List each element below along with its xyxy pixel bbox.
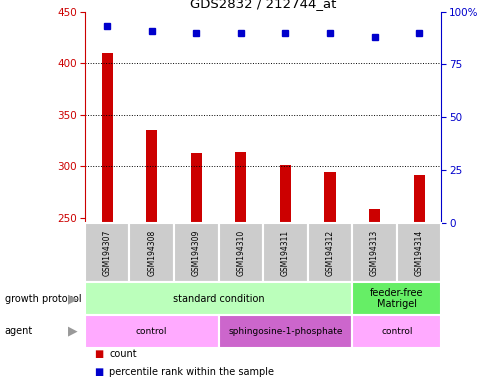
Bar [351,282,440,315]
Text: GSM194310: GSM194310 [236,229,245,276]
Text: agent: agent [5,326,33,336]
Bar [351,315,440,348]
Text: count: count [109,349,136,359]
Bar [235,152,246,223]
Text: GSM194311: GSM194311 [280,229,289,276]
Bar [129,223,174,282]
Text: control: control [136,327,167,336]
Bar [324,172,335,223]
Bar [174,223,218,282]
Bar [101,53,112,223]
Bar [262,223,307,282]
Text: GSM194307: GSM194307 [103,229,111,276]
Text: GSM194308: GSM194308 [147,229,156,276]
Text: GSM194313: GSM194313 [369,229,378,276]
Bar [279,165,290,223]
Bar [85,282,351,315]
Bar [218,315,351,348]
Bar [85,315,218,348]
Bar [146,130,157,223]
Text: sphingosine-1-phosphate: sphingosine-1-phosphate [227,327,342,336]
Bar [368,209,379,223]
Text: ■: ■ [94,367,104,377]
Text: growth protocol: growth protocol [5,293,81,304]
Text: ■: ■ [94,349,104,359]
Bar [396,223,440,282]
Title: GDS2832 / 212744_at: GDS2832 / 212744_at [190,0,335,10]
Bar [190,153,201,223]
Bar [85,223,129,282]
Text: feeder-free
Matrigel: feeder-free Matrigel [369,288,423,310]
Text: ▶: ▶ [68,292,77,305]
Bar [218,223,262,282]
Text: percentile rank within the sample: percentile rank within the sample [109,367,273,377]
Bar [307,223,351,282]
Text: GSM194314: GSM194314 [414,229,423,276]
Text: control: control [380,327,412,336]
Bar [351,223,396,282]
Text: ▶: ▶ [68,325,77,338]
Bar [413,175,424,223]
Text: GSM194312: GSM194312 [325,229,334,276]
Text: GSM194309: GSM194309 [191,229,200,276]
Text: standard condition: standard condition [172,293,264,304]
